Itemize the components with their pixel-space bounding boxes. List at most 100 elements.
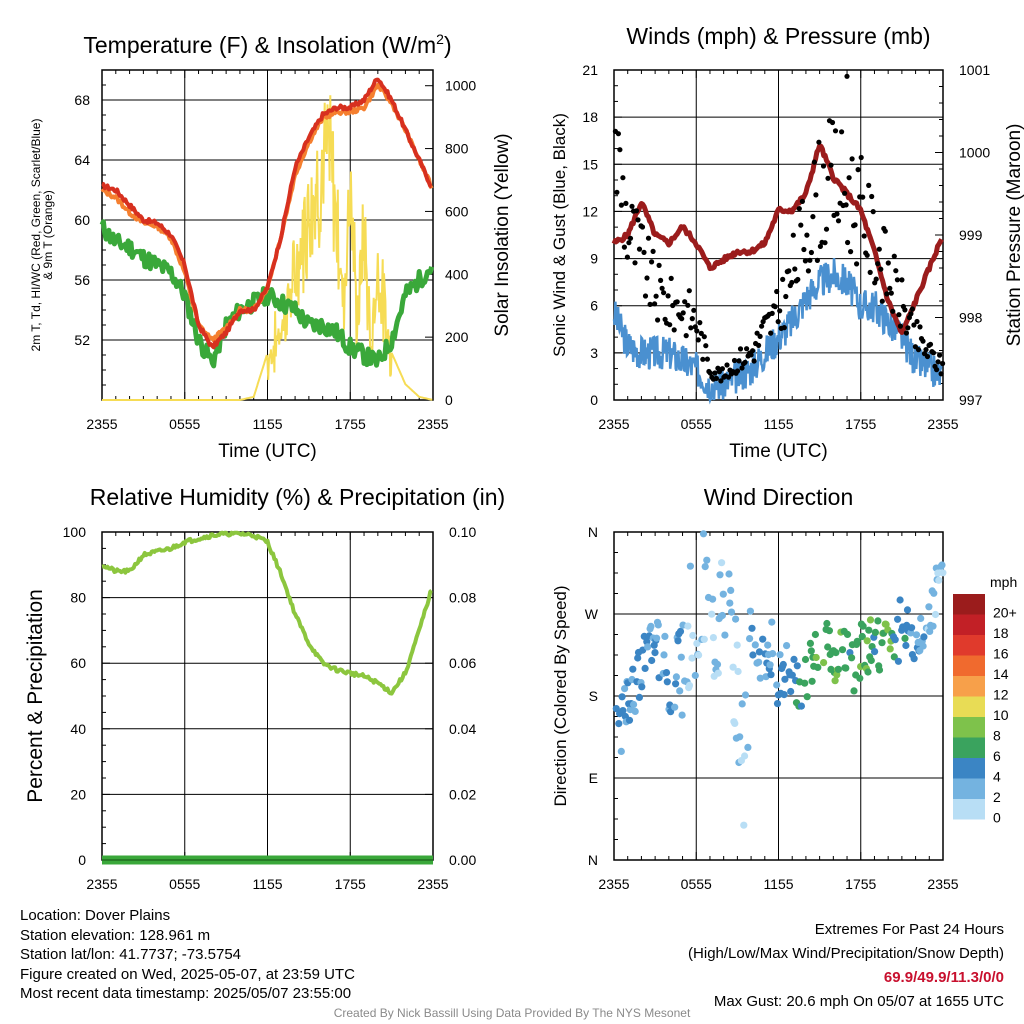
direction-point — [807, 647, 815, 655]
direction-point — [788, 671, 796, 679]
direction-point — [903, 606, 912, 614]
y-tick-label: 15 — [582, 156, 598, 172]
x-tick-label: 2355 — [86, 876, 117, 892]
temperature-insolation-panel: 52 56 60 64 68 0 200 400 600 800 1000 2355 0555 1155 1… — [29, 31, 513, 462]
direction-point — [797, 702, 806, 710]
gust-point — [842, 190, 848, 196]
gust-point — [667, 322, 673, 328]
gust-point — [891, 253, 897, 259]
y-tick-label: 52 — [74, 332, 90, 348]
gust-point — [614, 189, 620, 195]
direction-point — [751, 641, 759, 649]
direction-point — [653, 634, 661, 642]
gust-point — [703, 343, 709, 349]
gust-point — [679, 316, 685, 322]
gust-point — [817, 243, 824, 249]
gust-point — [893, 268, 899, 274]
gust-point — [668, 275, 674, 281]
gust-point — [899, 277, 905, 283]
gust-point — [639, 224, 646, 230]
gust-point — [905, 325, 911, 331]
gust-point — [718, 378, 724, 384]
gust-point — [713, 375, 720, 381]
chart-title: Wind Direction — [704, 484, 854, 510]
gust-point — [810, 214, 816, 220]
direction-point — [767, 671, 775, 679]
y2-tick-label: 0.00 — [449, 852, 476, 868]
x-axis-label: Time (UTC) — [729, 441, 828, 462]
direction-point — [801, 655, 810, 664]
direction-point — [635, 693, 644, 702]
gust-point — [700, 356, 706, 362]
direction-point — [619, 707, 627, 715]
x-tick-label: 2355 — [598, 876, 629, 892]
direction-point — [871, 648, 879, 656]
direction-point — [823, 619, 831, 628]
gust-point — [695, 337, 701, 343]
direction-point — [634, 654, 642, 662]
y-tick-label: N — [588, 852, 598, 868]
gust-point — [775, 319, 781, 325]
direction-point — [865, 626, 873, 634]
direction-point — [755, 658, 763, 666]
direction-point — [695, 651, 703, 659]
direction-point — [713, 660, 722, 669]
gust-point — [828, 162, 834, 168]
legend-title: mph — [990, 574, 1017, 590]
direction-point — [734, 667, 742, 676]
direction-point — [672, 680, 680, 688]
gust-point — [633, 208, 640, 214]
x-tick-label: 2355 — [927, 876, 958, 892]
direction-point — [661, 632, 669, 641]
gust-point — [757, 333, 763, 339]
gust-point — [707, 370, 714, 376]
legend-swatch — [953, 614, 985, 635]
gust-point — [686, 288, 692, 294]
gust-point — [624, 254, 631, 260]
direction-point — [719, 590, 727, 598]
plot-frame — [101, 69, 434, 401]
direction-point — [725, 570, 733, 578]
humidity-precipitation-panel: 0 20 40 60 80 100 0.00 0.02 0.04 0.06 0.08 0.10 2355… — [24, 484, 505, 892]
dewpoint-line — [99, 219, 435, 369]
gust-point — [786, 268, 792, 274]
legend-label: 16 — [993, 645, 1009, 661]
gust-point — [801, 246, 807, 253]
direction-point — [732, 615, 740, 623]
y-axis-label: 2m T, Td, HI/WC (Red, Green, Scarlet/Blu… — [29, 119, 43, 352]
direction-point — [894, 657, 903, 665]
gust-point — [626, 240, 632, 246]
gust-point — [796, 206, 802, 212]
y-tick-label: 20 — [70, 786, 86, 802]
direction-point — [729, 663, 737, 671]
direction-point — [764, 641, 772, 649]
direction-point — [676, 687, 684, 695]
direction-point — [834, 665, 843, 674]
y-axis-label: Direction (Colored By Speed) — [551, 585, 570, 806]
y-axis-label: Percent & Precipitation — [24, 589, 47, 803]
direction-point — [689, 631, 697, 640]
y2-tick-label: 997 — [959, 392, 983, 408]
legend-label: 4 — [993, 768, 1001, 784]
direction-point — [773, 681, 781, 689]
gust-point — [823, 226, 830, 232]
gust-point — [858, 154, 864, 161]
gust-point — [848, 249, 854, 255]
y2-tick-label: 0.06 — [449, 655, 476, 671]
legend-swatch — [953, 696, 985, 717]
gust-point — [689, 316, 695, 322]
gust-point — [927, 341, 934, 347]
direction-point — [740, 821, 748, 829]
direction-point — [874, 617, 882, 625]
x-tick-label: 2355 — [86, 416, 117, 432]
direction-point — [769, 650, 777, 658]
direction-point — [759, 635, 767, 643]
gust-point — [845, 239, 851, 246]
gust-point — [807, 257, 813, 263]
gust-point — [780, 276, 786, 282]
direction-point — [618, 693, 626, 701]
y2-tick-label: 999 — [959, 227, 983, 243]
gust-point — [814, 257, 821, 263]
direction-point — [886, 645, 894, 653]
gust-point — [647, 301, 653, 307]
